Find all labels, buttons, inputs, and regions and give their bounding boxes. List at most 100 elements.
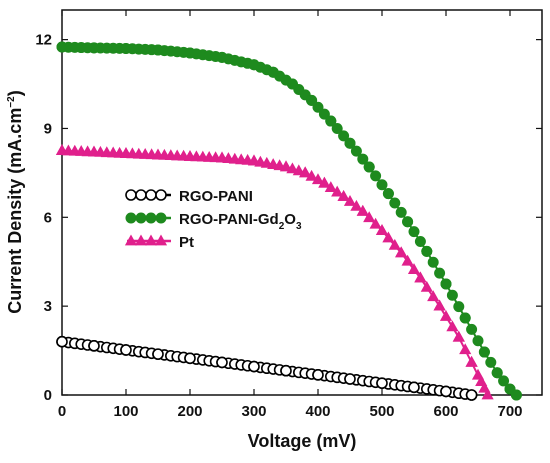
- data-point: [87, 145, 101, 157]
- data-point: [88, 42, 100, 54]
- data-point-marker: [331, 185, 344, 197]
- data-point-marker: [350, 199, 363, 211]
- data-point: [183, 150, 197, 161]
- data-point: [325, 115, 337, 127]
- data-point-marker: [414, 235, 426, 247]
- legend-marker: [145, 189, 157, 201]
- data-point: [475, 375, 488, 387]
- data-point: [184, 47, 196, 59]
- data-point: [395, 246, 408, 258]
- data-point: [459, 312, 471, 324]
- legend-label-base: RGO-PANI: [179, 188, 253, 205]
- data-point: [55, 144, 69, 156]
- y-tick-label: 9: [44, 120, 52, 137]
- data-point: [119, 147, 133, 158]
- data-point: [152, 348, 164, 360]
- data-point-marker: [312, 101, 324, 113]
- series-rgo-pani: [56, 335, 478, 401]
- data-point-marker: [318, 108, 330, 120]
- data-point: [56, 335, 68, 348]
- legend-label-sub: 2: [279, 221, 285, 232]
- data-point-marker: [485, 356, 497, 368]
- data-point-marker: [376, 179, 388, 191]
- data-point: [120, 43, 132, 54]
- data-point: [375, 224, 389, 235]
- data-point: [248, 59, 260, 71]
- data-point: [376, 377, 388, 389]
- data-point: [280, 364, 292, 377]
- data-point-marker: [453, 301, 465, 313]
- data-point: [216, 51, 228, 63]
- data-point-marker: [434, 267, 446, 279]
- data-point: [152, 44, 164, 56]
- y-tick-label: 6: [44, 209, 52, 226]
- legend-marker: [144, 234, 158, 246]
- data-point: [312, 369, 324, 381]
- data-point: [248, 360, 260, 373]
- data-point-marker: [427, 256, 439, 268]
- data-point: [356, 204, 369, 216]
- data-point-marker: [370, 170, 382, 182]
- legend-item: Pt: [124, 234, 194, 251]
- data-point: [306, 94, 318, 106]
- data-point: [478, 346, 490, 358]
- legend-label-base: RGO-PANI-Gd: [179, 211, 279, 228]
- plot-frame: [61, 9, 543, 396]
- legend-marker: [125, 189, 137, 201]
- data-point-marker: [369, 217, 382, 229]
- x-tick-label: 700: [497, 403, 522, 420]
- data-point: [344, 373, 356, 385]
- x-tick-label: 400: [305, 403, 330, 420]
- data-point-marker: [338, 130, 350, 142]
- y-tick-label: 0: [44, 387, 52, 404]
- data-point: [120, 344, 132, 356]
- data-point: [363, 161, 375, 173]
- data-point: [299, 166, 312, 178]
- data-point-marker: [331, 122, 343, 134]
- data-point-marker: [439, 309, 453, 321]
- data-point: [440, 385, 452, 398]
- data-point-marker: [357, 153, 369, 165]
- series-pt: [55, 144, 494, 400]
- data-point-marker: [446, 289, 458, 301]
- data-point: [56, 41, 68, 53]
- data-point: [151, 148, 165, 160]
- data-point-marker: [311, 173, 325, 185]
- legend-marker: [124, 234, 138, 246]
- legend-marker: [134, 234, 148, 246]
- data-point: [491, 367, 503, 379]
- legend: RGO-PANI RGO-PANI-Gd2O3 Pt: [124, 188, 302, 251]
- data-point: [402, 216, 414, 228]
- data-point: [465, 389, 478, 401]
- data-point: [452, 330, 465, 342]
- legend-label: Pt: [179, 234, 194, 251]
- data-point: [382, 188, 394, 200]
- data-point-marker: [472, 335, 484, 347]
- legend-label-base: Pt: [179, 234, 194, 251]
- series-layer: [55, 41, 522, 401]
- legend-label: RGO-PANI: [179, 188, 253, 205]
- y-axis-title-superscript: −2: [6, 96, 17, 108]
- data-point-marker: [363, 211, 376, 223]
- data-point-marker: [427, 290, 440, 302]
- y-axis-title-close: ): [5, 90, 25, 96]
- data-point-marker: [408, 226, 420, 238]
- y-axis-title-main: Current Density (mA.cm: [5, 108, 25, 314]
- data-point-marker: [388, 238, 401, 250]
- legend-marker: [135, 212, 147, 224]
- data-point: [408, 381, 420, 394]
- data-point-marker: [420, 280, 433, 292]
- data-point-marker: [401, 254, 414, 266]
- data-point-marker: [350, 145, 362, 157]
- data-point: [88, 340, 100, 352]
- series-rgo-pani-gd2o3: [56, 41, 522, 401]
- legend-label: RGO-PANI-Gd2O3: [179, 211, 302, 232]
- legend-marker: [155, 189, 167, 201]
- legend-label-sub2: 3: [296, 221, 302, 232]
- data-point: [247, 154, 261, 166]
- data-point: [414, 271, 427, 283]
- data-point: [440, 278, 452, 290]
- data-point-marker: [292, 164, 305, 176]
- x-tick-label: 200: [177, 403, 202, 420]
- data-point: [337, 190, 350, 201]
